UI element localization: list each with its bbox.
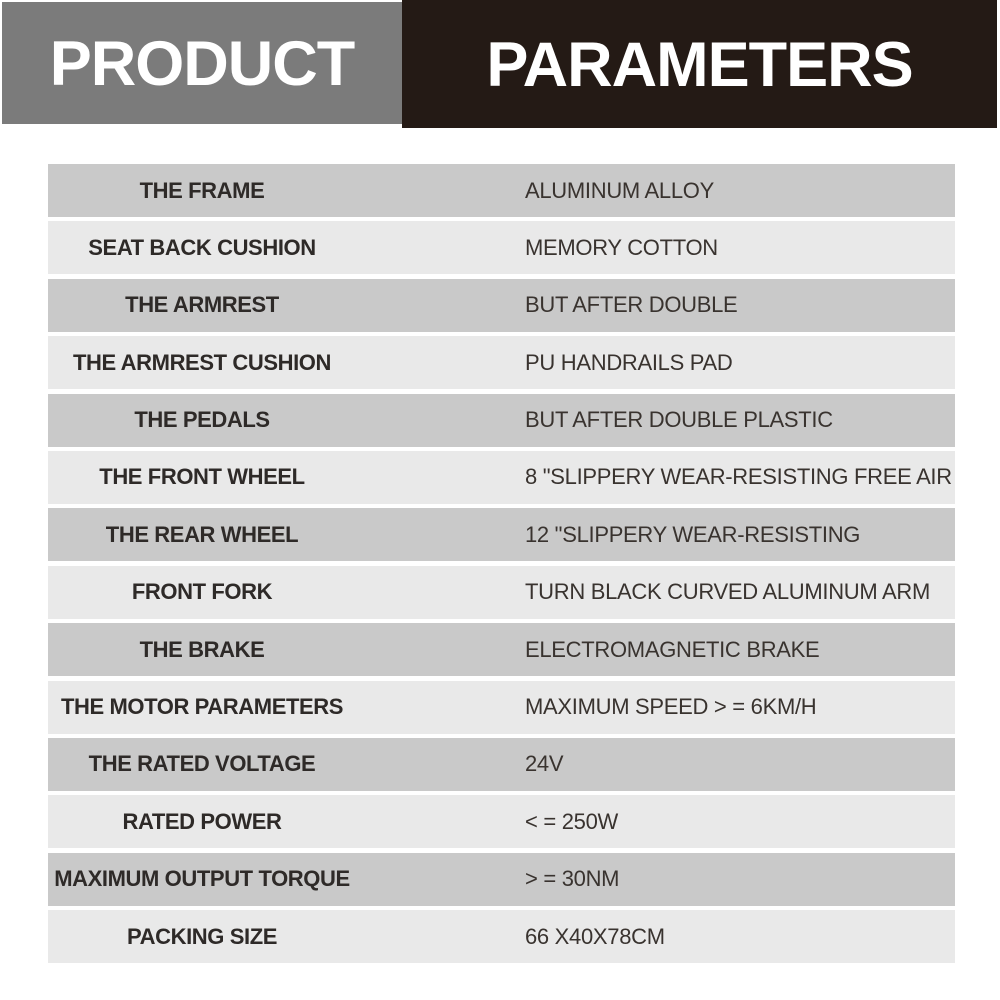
param-value: > = 30NM	[525, 866, 620, 892]
param-label: THE FRONT WHEEL	[99, 464, 305, 490]
param-label: PACKING SIZE	[126, 923, 278, 949]
spec-table: THE FRAME ALUMINUM ALLOY SEAT BACK CUSHI…	[48, 164, 955, 964]
param-value: BUT AFTER DOUBLE PLASTIC	[525, 407, 833, 433]
param-label: THE PEDALS	[134, 407, 270, 433]
header-parameters-block: PARAMETERS	[402, 0, 997, 128]
product-title: PRODUCT	[49, 28, 355, 99]
param-label: THE REAR WHEEL	[105, 521, 299, 547]
param-label: SEAT BACK CUSHION	[88, 234, 316, 260]
parameters-title: PARAMETERS	[486, 29, 913, 100]
table-row: SEAT BACK CUSHION MEMORY COTTON	[48, 221, 955, 275]
param-value: ALUMINUM ALLOY	[525, 177, 714, 203]
param-value: ELECTROMAGNETIC BRAKE	[525, 636, 820, 662]
table-row: THE ARMREST BUT AFTER DOUBLE	[48, 278, 955, 332]
table-row: THE FRAME ALUMINUM ALLOY	[48, 164, 955, 217]
table-row: MAXIMUM OUTPUT TORQUE > = 30NM	[48, 852, 955, 906]
table-row: THE FRONT WHEEL 8 "SLIPPERY WEAR-RESISTI…	[48, 450, 955, 504]
param-label: THE RATED VOLTAGE	[88, 751, 316, 777]
param-label: THE BRAKE	[139, 636, 265, 662]
table-row: PACKING SIZE 66 X40X78CM	[48, 910, 955, 964]
param-value: PU HANDRAILS PAD	[525, 349, 733, 375]
param-label: THE FRAME	[139, 177, 265, 203]
table-row: THE PEDALS BUT AFTER DOUBLE PLASTIC	[48, 393, 955, 447]
param-value: BUT AFTER DOUBLE	[525, 292, 738, 318]
param-value: 24V	[525, 751, 564, 777]
param-label: RATED POWER	[122, 808, 282, 834]
param-label: THE ARMREST	[125, 292, 279, 318]
param-value: MAXIMUM SPEED > = 6KM/H	[525, 694, 817, 720]
header-product-block: PRODUCT	[2, 2, 402, 124]
param-value: 12 "SLIPPERY WEAR-RESISTING	[525, 521, 861, 547]
table-row: THE REAR WHEEL 12 "SLIPPERY WEAR-RESISTI…	[48, 508, 955, 562]
table-row: RATED POWER < = 250W	[48, 795, 955, 849]
table-row: THE MOTOR PARAMETERS MAXIMUM SPEED > = 6…	[48, 680, 955, 734]
param-label: THE ARMREST CUSHION	[72, 349, 332, 375]
param-value: 8 "SLIPPERY WEAR-RESISTING FREE AIR	[525, 464, 952, 490]
page-header: PARAMETERS PRODUCT	[0, 0, 1000, 128]
param-label: THE MOTOR PARAMETERS	[60, 694, 344, 720]
table-row: THE BRAKE ELECTROMAGNETIC BRAKE	[48, 623, 955, 677]
table-row: THE RATED VOLTAGE 24V	[48, 737, 955, 791]
param-value: MEMORY COTTON	[525, 234, 718, 260]
param-value: < = 250W	[525, 808, 618, 834]
param-value: 66 X40X78CM	[525, 923, 665, 949]
param-label: MAXIMUM OUTPUT TORQUE	[54, 866, 350, 892]
table-row: FRONT FORK TURN BLACK CURVED ALUMINUM AR…	[48, 565, 955, 619]
param-label: FRONT FORK	[131, 579, 273, 605]
param-value: TURN BLACK CURVED ALUMINUM ARM	[525, 579, 930, 605]
table-row: THE ARMREST CUSHION PU HANDRAILS PAD	[48, 336, 955, 390]
